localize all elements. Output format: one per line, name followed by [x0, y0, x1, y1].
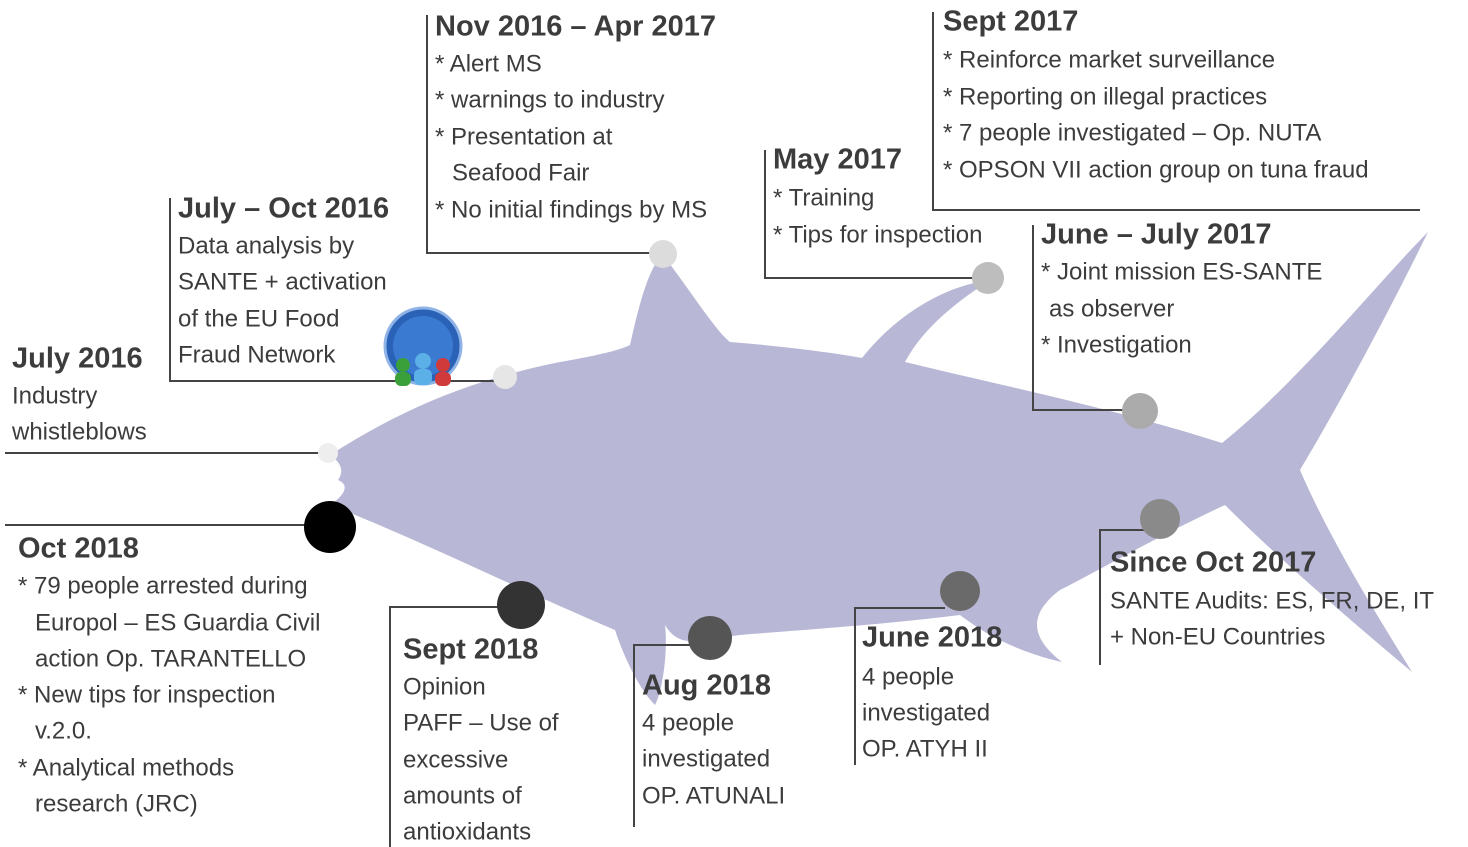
dot: [972, 262, 1004, 294]
event-line: * New tips for inspection: [18, 681, 275, 708]
connector: [764, 150, 975, 279]
event-date: June – July 2017: [1041, 219, 1272, 251]
event-date: July – Oct 2016: [178, 193, 389, 225]
network-icon: [383, 306, 463, 386]
event-line: 4 people: [862, 663, 954, 690]
event-line: Seafood Fair: [452, 159, 589, 186]
event-line: PAFF – Use of: [403, 709, 559, 736]
event-line: SANTE Audits: ES, FR, DE, IT: [1110, 587, 1434, 614]
tuna-shape: [330, 232, 1428, 705]
dot: [318, 443, 338, 463]
event-line: Opinion: [403, 673, 486, 700]
event-line: 4 people: [642, 709, 734, 736]
event-line: as observer: [1049, 295, 1174, 322]
event-line: Fraud Network: [178, 341, 336, 368]
event-line: * 7 people investigated – Op. NUTA: [943, 119, 1321, 146]
dot: [649, 240, 677, 268]
event-line: research (JRC): [35, 790, 198, 817]
event-date: May 2017: [773, 144, 902, 176]
event-line: of the EU Food: [178, 305, 339, 332]
event-line: * Presentation at: [435, 123, 613, 150]
dot: [940, 571, 980, 611]
dot: [1140, 499, 1180, 539]
event-line: * Reinforce market surveillance: [943, 46, 1275, 73]
event-date: June 2018: [862, 622, 1002, 654]
connector: [389, 606, 500, 847]
dot: [497, 581, 545, 629]
connector: [1032, 225, 1125, 411]
event-date: Since Oct 2017: [1110, 547, 1316, 579]
event-line: excessive: [403, 746, 508, 773]
dot: [1122, 393, 1158, 429]
event-line: * Joint mission ES-SANTE: [1041, 258, 1322, 285]
event-date: Sept 2017: [943, 6, 1078, 38]
event-line: * Investigation: [1041, 331, 1192, 358]
connector: [854, 607, 945, 765]
event-date: Oct 2018: [18, 533, 139, 565]
connector: [426, 15, 650, 254]
event-line: antioxidants: [403, 818, 531, 845]
event-line: investigated: [862, 699, 990, 726]
event-date: Sept 2018: [403, 634, 538, 666]
event-line: * Analytical methods: [18, 754, 234, 781]
dot: [688, 616, 732, 660]
connector: [633, 644, 690, 827]
event-line: whistleblows: [11, 418, 147, 445]
event-line: * No initial findings by MS: [435, 196, 707, 223]
event-line: action Op. TARANTELLO: [35, 645, 306, 672]
event-line: * 79 people arrested during: [18, 572, 308, 599]
event-line: * warnings to industry: [435, 86, 664, 113]
event-date: Aug 2018: [642, 670, 771, 702]
labels: July 2016 Industry whistleblows July – Oct …: [11, 6, 1434, 846]
event-date: Nov 2016 – Apr 2017: [435, 11, 716, 43]
event-line: amounts of: [403, 782, 522, 809]
event-line: + Non-EU Countries: [1110, 623, 1325, 650]
event-line: * OPSON VII action group on tuna fraud: [943, 156, 1369, 183]
event-line: SANTE + activation: [178, 268, 387, 295]
event-line: Europol – ES Guardia Civil: [35, 609, 320, 636]
connectors: [5, 12, 1420, 847]
event-line: * Alert MS: [435, 50, 542, 77]
dots: [304, 240, 1180, 660]
event-line: * Reporting on illegal practices: [943, 83, 1267, 110]
connector: [169, 198, 495, 382]
event-line: investigated: [642, 745, 770, 772]
event-line: OP. ATUNALI: [642, 782, 785, 809]
event-date: July 2016: [12, 343, 143, 375]
connector: [1099, 529, 1145, 665]
event-line: * Training: [773, 184, 874, 211]
event-line: * Tips for inspection: [773, 221, 982, 248]
event-line: Data analysis by: [178, 232, 354, 259]
dot: [304, 501, 356, 553]
dot: [493, 365, 517, 389]
event-line: Industry: [12, 382, 97, 409]
connector: [932, 12, 1420, 211]
event-line: v.2.0.: [35, 717, 92, 744]
event-line: OP. ATYH II: [862, 735, 988, 762]
